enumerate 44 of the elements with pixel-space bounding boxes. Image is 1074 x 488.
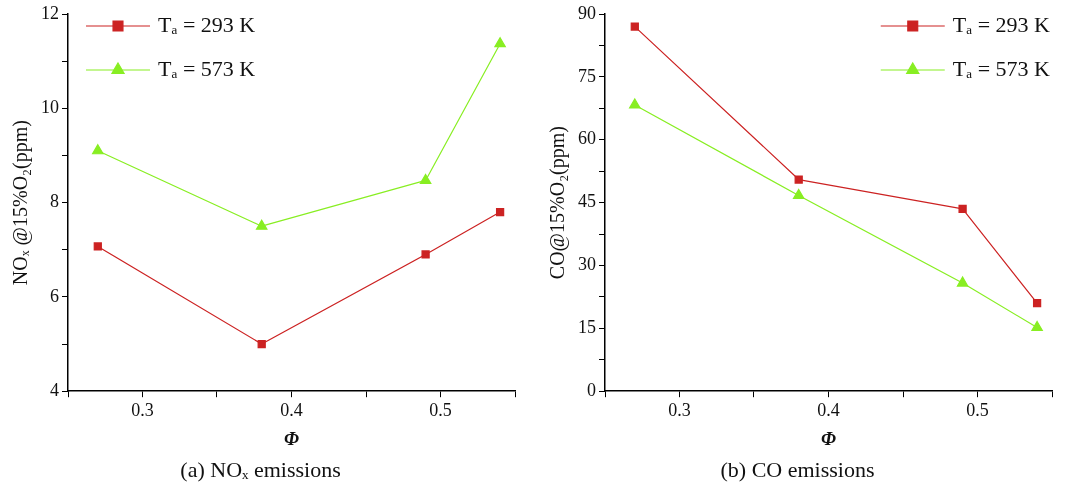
y-tick-label: 15 [578,317,596,338]
point [629,98,641,109]
point [421,250,430,259]
y-tick-label: 75 [578,65,596,86]
legend-label: Tₐ = 293 K [158,11,256,37]
point [494,37,506,48]
point [958,204,967,214]
text: (a) NOₓ emissions [180,456,341,482]
legend-label: Tₐ = 293 K [952,11,1051,37]
x-tick-label: 0.3 [668,399,691,420]
x-tick-label: 0.5 [966,399,989,420]
point [255,219,268,230]
x-axis-title: Φ [284,428,299,450]
x-tick-label: 0.4 [817,399,840,420]
legend-label: Tₐ = 573 K [158,55,256,81]
y-tick-label: 12 [41,2,59,23]
legend-label: Tₐ = 573 K [952,55,1051,81]
point [92,144,104,155]
y-tick-label: 45 [578,191,596,212]
x-tick-label: 0.5 [429,399,452,420]
x-axis-title: Φ [821,428,836,450]
y-axis-title: CO@15%O₂(ppm) [546,126,570,280]
text: (b) CO emissions [720,456,875,482]
y-tick-label: 60 [578,128,596,149]
point [1032,299,1042,308]
y-tick-label: 10 [41,97,59,118]
x-tick-label: 0.3 [131,399,154,420]
point [1031,320,1043,332]
y-tick-label: 6 [50,285,59,306]
y-tick-label: 0 [587,379,596,400]
x-tick-label: 0.4 [280,399,303,420]
point [630,22,639,31]
y-axis-title: NOₓ @15%O₂(ppm) [9,120,33,286]
point [419,173,432,185]
y-tick-label: 4 [50,379,59,400]
point [792,188,805,200]
y-tick-label: 8 [50,191,59,212]
point [495,207,505,217]
y-tick-label: 90 [578,2,596,23]
point [257,339,266,349]
point [93,242,102,251]
point [794,175,803,184]
y-tick-label: 30 [578,254,596,275]
point [956,276,969,287]
